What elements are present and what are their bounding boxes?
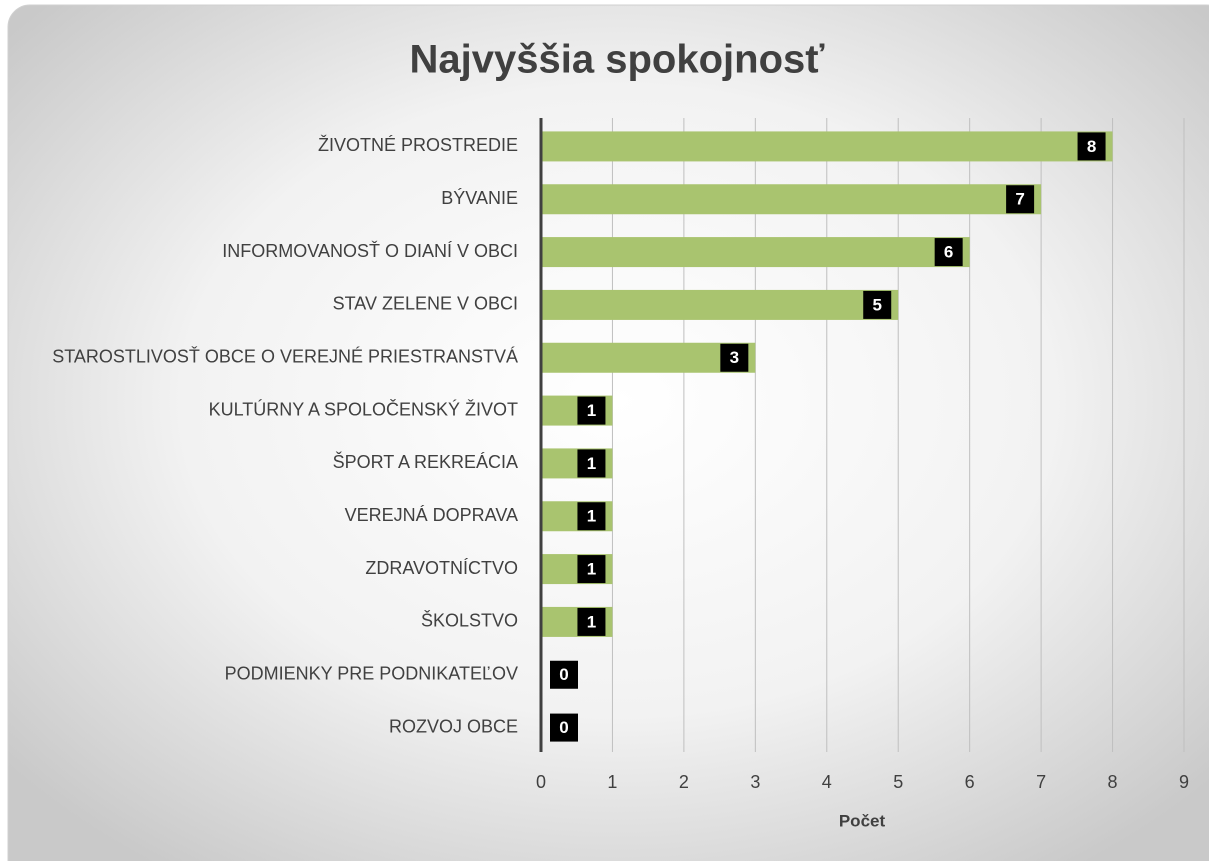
bar bbox=[541, 289, 899, 320]
data-label-box bbox=[720, 343, 749, 372]
data-label-box bbox=[550, 713, 578, 742]
y-tick-label: INFORMOVANOSŤ O DIANÍ V OBCI bbox=[222, 241, 518, 261]
bar bbox=[541, 131, 1113, 162]
data-label-box bbox=[577, 449, 606, 478]
data-label: 1 bbox=[587, 454, 596, 473]
data-label: 8 bbox=[1087, 137, 1096, 156]
x-tick-label: 5 bbox=[893, 772, 903, 792]
data-label-box bbox=[1006, 185, 1035, 214]
data-label-box bbox=[577, 607, 606, 636]
x-tick-label: 7 bbox=[1036, 772, 1046, 792]
bar bbox=[541, 342, 756, 373]
data-label: 1 bbox=[587, 401, 596, 420]
y-tick-label: ROZVOJ OBCE bbox=[389, 716, 518, 736]
y-tick-label: KULTÚRNY A SPOLOČENSKÝ ŽIVOT bbox=[209, 398, 518, 419]
bar bbox=[541, 184, 1042, 215]
data-label: 3 bbox=[730, 348, 739, 367]
y-tick-label: ŽIVOTNÉ PROSTREDIE bbox=[318, 135, 518, 155]
chart-title: Najvyššia spokojnosť bbox=[410, 38, 826, 82]
x-tick-label: 9 bbox=[1179, 772, 1189, 792]
data-label-box bbox=[1077, 132, 1106, 161]
data-label: 1 bbox=[587, 560, 596, 579]
data-label: 1 bbox=[587, 507, 596, 526]
x-tick-label: 6 bbox=[965, 772, 975, 792]
data-label-box bbox=[550, 660, 578, 689]
data-label-box bbox=[577, 502, 606, 531]
data-label-box bbox=[863, 290, 892, 319]
y-tick-label: STAROSTLIVOSŤ OBCE O VEREJNÉ PRIESTRANST… bbox=[52, 347, 518, 367]
data-label: 6 bbox=[944, 243, 953, 262]
y-tick-label: BÝVANIE bbox=[441, 188, 518, 208]
data-label-box bbox=[934, 238, 963, 267]
x-tick-label: 2 bbox=[679, 772, 689, 792]
data-label: 5 bbox=[872, 295, 881, 314]
y-tick-label: STAV ZELENE V OBCI bbox=[333, 294, 518, 314]
x-tick-label: 8 bbox=[1108, 772, 1118, 792]
y-tick-label: ŠPORT A REKREÁCIA bbox=[333, 451, 518, 472]
x-axis-label: Počet bbox=[839, 811, 886, 830]
bar bbox=[541, 237, 970, 268]
data-label: 0 bbox=[559, 718, 568, 737]
y-tick-label: VEREJNÁ DOPRAVA bbox=[345, 505, 518, 525]
x-tick-label: 3 bbox=[750, 772, 760, 792]
y-tick-label: PODMIENKY PRE PODNIKATEĽOV bbox=[225, 664, 518, 684]
data-label: 7 bbox=[1015, 190, 1024, 209]
y-tick-label: ZDRAVOTNÍCTVO bbox=[365, 558, 518, 578]
x-tick-label: 4 bbox=[822, 772, 832, 792]
data-label: 0 bbox=[559, 665, 568, 684]
data-label-box bbox=[577, 396, 606, 425]
y-tick-label: ŠKOLSTVO bbox=[421, 610, 518, 631]
x-tick-label: 1 bbox=[607, 772, 617, 792]
chart-background bbox=[7, 4, 1209, 861]
x-tick-label: 0 bbox=[536, 772, 546, 792]
data-label-box bbox=[577, 555, 606, 584]
data-label: 1 bbox=[587, 612, 596, 631]
